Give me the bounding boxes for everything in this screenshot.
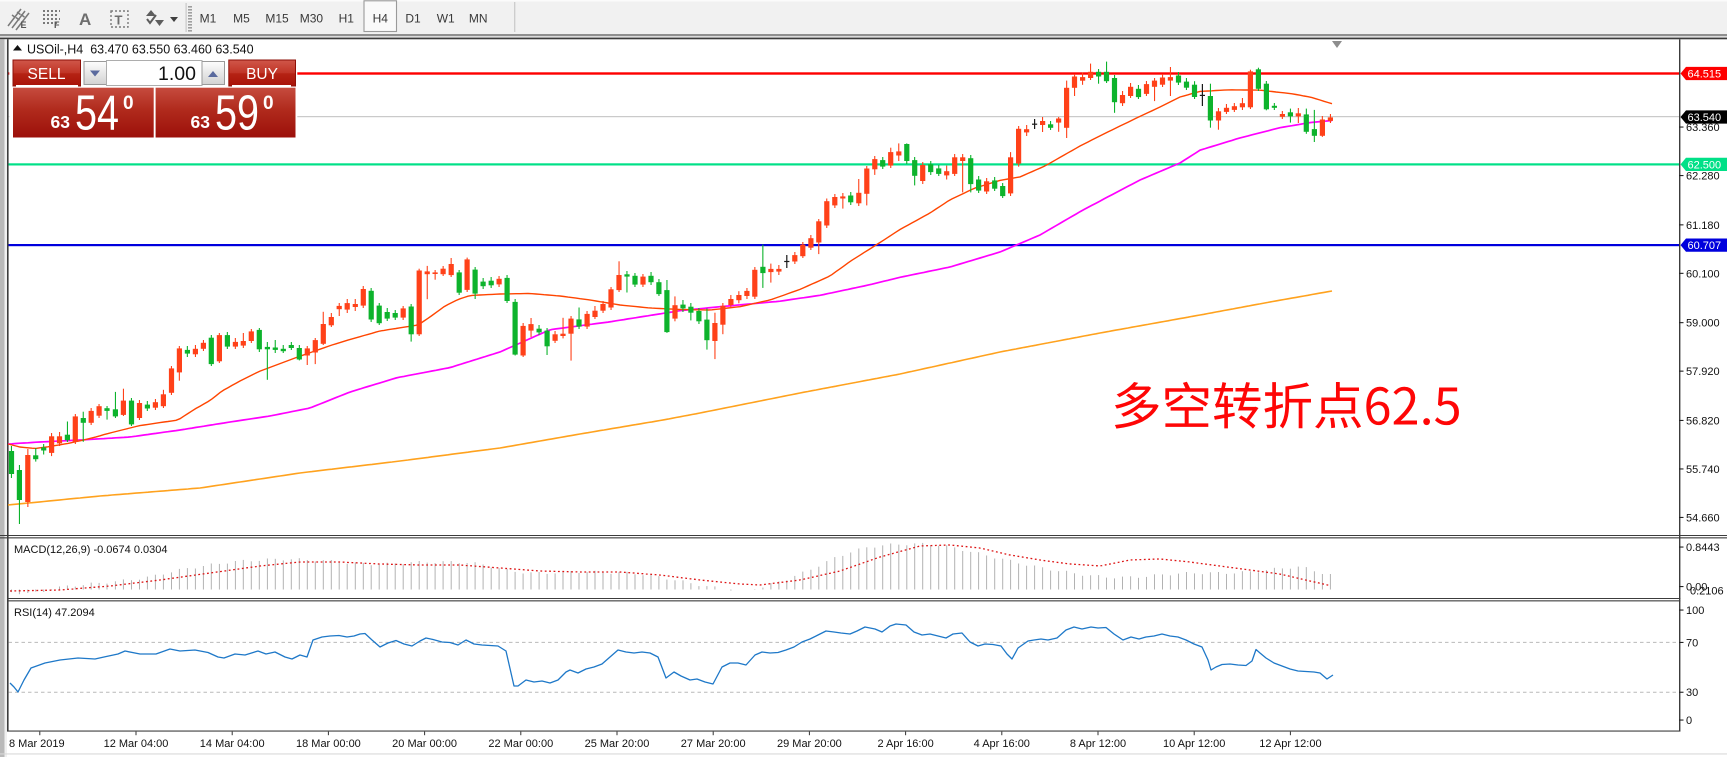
svg-text:D1: D1: [405, 12, 421, 26]
svg-text:55.740: 55.740: [1686, 464, 1720, 476]
svg-text:63.540: 63.540: [1688, 112, 1722, 124]
svg-text:2 Apr 16:00: 2 Apr 16:00: [877, 738, 933, 750]
svg-text:29 Mar 20:00: 29 Mar 20:00: [777, 738, 842, 750]
svg-text:62.500: 62.500: [1688, 159, 1722, 171]
svg-text:0.8443: 0.8443: [1686, 542, 1720, 554]
svg-text:F: F: [54, 20, 60, 30]
svg-text:22 Mar 00:00: 22 Mar 00:00: [488, 738, 553, 750]
svg-text:64.515: 64.515: [1688, 69, 1722, 81]
svg-text:10 Apr 12:00: 10 Apr 12:00: [1163, 738, 1225, 750]
svg-text:61.180: 61.180: [1686, 220, 1720, 232]
svg-text:M30: M30: [300, 12, 324, 26]
svg-text:59: 59: [215, 87, 259, 141]
svg-text:63: 63: [191, 112, 211, 132]
svg-text:59.000: 59.000: [1686, 318, 1720, 330]
svg-text:12 Apr 12:00: 12 Apr 12:00: [1259, 738, 1321, 750]
svg-text:8 Apr 12:00: 8 Apr 12:00: [1070, 738, 1126, 750]
svg-text:56.820: 56.820: [1686, 415, 1720, 427]
svg-text:60.707: 60.707: [1688, 240, 1722, 252]
svg-text:MACD(12,26,9) -0.0674 0.0304: MACD(12,26,9) -0.0674 0.0304: [14, 544, 167, 556]
svg-text:25 Mar 20:00: 25 Mar 20:00: [585, 738, 650, 750]
svg-text:8 Mar 2019: 8 Mar 2019: [9, 738, 65, 750]
svg-text:20 Mar 00:00: 20 Mar 00:00: [392, 738, 457, 750]
svg-text:18 Mar 00:00: 18 Mar 00:00: [296, 738, 361, 750]
svg-text:T: T: [115, 13, 123, 28]
svg-text:USOil-,H4 63.470 63.550 63.46: USOil-,H4 63.470 63.550 63.460 63.540: [27, 43, 254, 57]
svg-text:A: A: [79, 10, 91, 29]
svg-text:0: 0: [123, 93, 134, 114]
svg-text:1.00: 1.00: [158, 63, 196, 85]
svg-text:14 Mar 04:00: 14 Mar 04:00: [200, 738, 265, 750]
svg-text:H4: H4: [373, 12, 389, 26]
svg-text:MN: MN: [469, 12, 488, 26]
svg-text:54: 54: [75, 87, 119, 141]
svg-text:M15: M15: [265, 12, 289, 26]
svg-text:62.280: 62.280: [1686, 171, 1720, 183]
svg-text:0.00: 0.00: [1686, 582, 1707, 594]
svg-text:0: 0: [263, 93, 274, 114]
svg-text:30: 30: [1686, 687, 1698, 699]
svg-text:SELL: SELL: [28, 66, 66, 83]
svg-text:M1: M1: [200, 12, 217, 26]
svg-text:M5: M5: [233, 12, 250, 26]
svg-text:H1: H1: [339, 12, 355, 26]
svg-text:0.2106: 0.2106: [1690, 586, 1724, 598]
svg-text:4 Apr 16:00: 4 Apr 16:00: [974, 738, 1030, 750]
svg-text:60.100: 60.100: [1686, 268, 1720, 280]
svg-text:27 Mar 20:00: 27 Mar 20:00: [681, 738, 746, 750]
svg-text:RSI(14) 47.2094: RSI(14) 47.2094: [14, 607, 95, 619]
svg-text:BUY: BUY: [246, 66, 278, 83]
svg-text:0: 0: [1686, 715, 1692, 727]
svg-text:63.360: 63.360: [1686, 122, 1720, 134]
svg-text:E: E: [21, 20, 27, 30]
svg-text:12 Mar 04:00: 12 Mar 04:00: [104, 738, 169, 750]
svg-text:54.660: 54.660: [1686, 512, 1720, 524]
svg-text:70: 70: [1686, 637, 1698, 649]
svg-text:57.920: 57.920: [1686, 366, 1720, 378]
svg-text:100: 100: [1686, 605, 1704, 617]
svg-text:63: 63: [51, 112, 71, 132]
svg-text:W1: W1: [437, 12, 455, 26]
